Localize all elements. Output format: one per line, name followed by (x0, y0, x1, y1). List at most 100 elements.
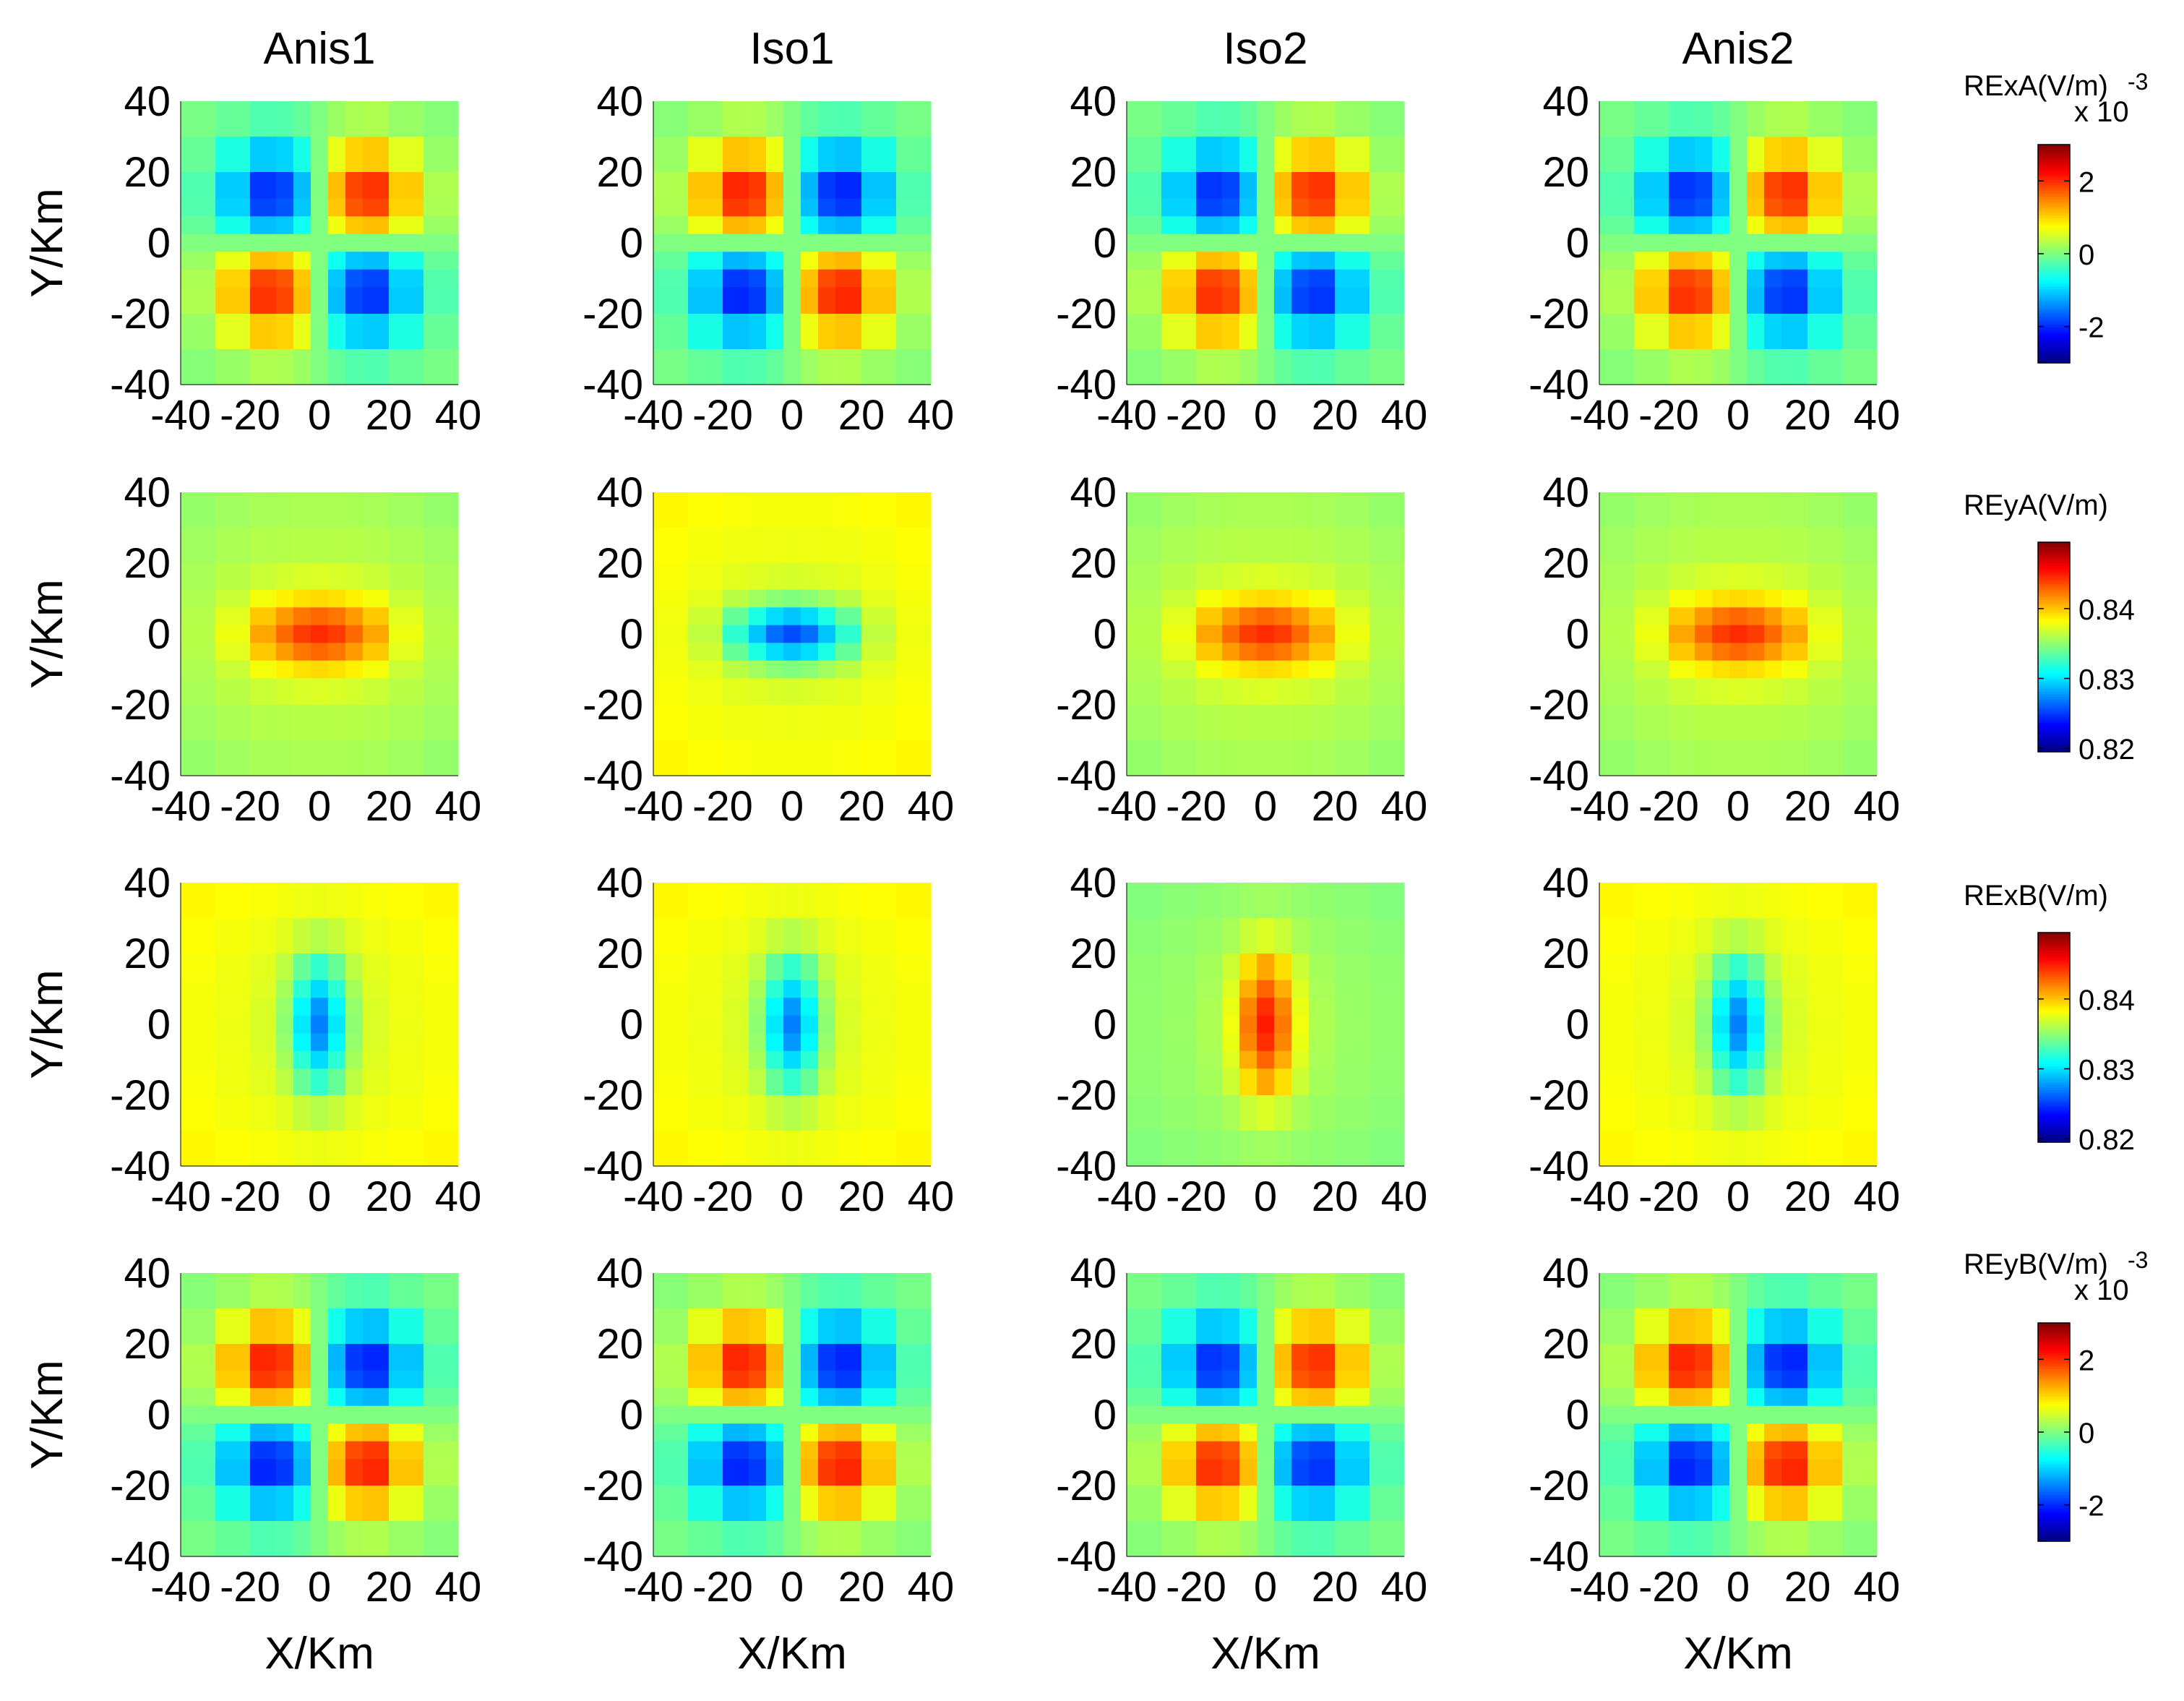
heatmap-cell (215, 980, 251, 998)
heatmap-cell (749, 269, 767, 288)
colorbar-swatch (2038, 1336, 2070, 1340)
heatmap-cell (783, 643, 801, 661)
heatmap-cell (1634, 1273, 1669, 1309)
heatmap-cell (1257, 1388, 1275, 1407)
heatmap-cell (215, 216, 251, 235)
heatmap-cell (835, 643, 862, 661)
colorbar-swatch (2038, 205, 2070, 208)
heatmap-cell (389, 1344, 424, 1371)
heatmap-cell (1370, 1308, 1405, 1345)
heatmap-cell (1274, 1308, 1292, 1345)
colorbar-swatch (2038, 1473, 2070, 1477)
colorbar-swatch (2038, 1454, 2070, 1457)
heatmap-cell (749, 1521, 767, 1557)
heatmap-cell (250, 101, 277, 137)
heatmap-cell (749, 918, 767, 954)
heatmap-cell (1669, 1033, 1695, 1052)
heatmap-cell (215, 1131, 251, 1167)
heatmap-cell (723, 1405, 749, 1424)
heatmap-cell (1764, 1459, 1782, 1486)
colorbar-swatch (2038, 1107, 2070, 1112)
heatmap-cell (1161, 1441, 1197, 1460)
heatmap-cell (1695, 1344, 1713, 1371)
heatmap-cell (1781, 172, 1808, 200)
heatmap-cell (1764, 660, 1782, 679)
heatmap-cell (1127, 740, 1162, 776)
heatmap-cell (424, 589, 459, 608)
colorbar-tick-label: 0 (2078, 239, 2094, 271)
x-tick-label: -20 (220, 783, 280, 830)
heatmap-cell (861, 883, 897, 919)
colorbar-swatch (2038, 1448, 2070, 1452)
colorbar-swatch (2038, 218, 2070, 222)
heatmap-cell (749, 1344, 767, 1371)
heatmap-cell (1370, 980, 1405, 998)
heatmap-cell (1807, 998, 1843, 1016)
heatmap-cell (1634, 589, 1669, 608)
heatmap-cell (835, 252, 862, 270)
colorbar-swatch (2038, 1042, 2070, 1046)
heatmap-cell (1196, 740, 1223, 776)
heatmap-cell (1669, 589, 1695, 608)
heatmap-cell (1842, 349, 1878, 385)
heatmap-cell (389, 607, 424, 626)
heatmap-cell (1370, 314, 1405, 350)
colorbar-swatch (2038, 998, 2070, 1001)
x-tick-label: -40 (150, 392, 211, 439)
heatmap-cell (311, 269, 329, 288)
heatmap-cell (1729, 172, 1747, 200)
colorbar-swatch (2038, 696, 2070, 700)
y-tick-label: -20 (1056, 1072, 1117, 1119)
heatmap-cell (293, 101, 311, 137)
heatmap-cell (1669, 980, 1695, 998)
heatmap-cell (389, 705, 424, 741)
heatmap-cell (723, 563, 749, 591)
colorbar-swatch (2038, 1074, 2070, 1077)
heatmap-cell (181, 883, 216, 919)
heatmap-panel-rexa-anis1 (181, 101, 459, 385)
heatmap-cell (1695, 528, 1713, 564)
colorbar-swatch (2038, 1087, 2070, 1091)
heatmap-cell (1196, 101, 1223, 137)
y-tick-label: -40 (582, 753, 643, 800)
heatmap-cell (1161, 1308, 1197, 1345)
heatmap-cell (328, 980, 346, 998)
colorbar-swatch (2038, 158, 2070, 162)
heatmap-cell (1196, 563, 1223, 591)
heatmap-cell (1669, 1405, 1695, 1424)
heatmap-cell (363, 1441, 390, 1460)
heatmap-cell (363, 589, 390, 608)
heatmap-cell (723, 589, 749, 608)
heatmap-cell (1764, 1068, 1782, 1096)
x-tick-label: -40 (150, 783, 211, 830)
heatmap-cell (1239, 660, 1257, 679)
heatmap-cell (328, 137, 346, 173)
heatmap-cell (1127, 1388, 1162, 1407)
heatmap-cell (293, 1344, 311, 1371)
heatmap-cell (818, 233, 836, 252)
heatmap-cell (723, 1308, 749, 1345)
colorbar-swatch (2038, 1076, 2070, 1080)
heatmap-cell (363, 198, 390, 217)
heatmap-cell (783, 918, 801, 954)
heatmap-cell (861, 137, 897, 173)
heatmap-cell (1291, 233, 1310, 252)
heatmap-cell (896, 1068, 932, 1096)
heatmap-cell (424, 1344, 459, 1371)
colorbar-swatch (2038, 1037, 2070, 1041)
heatmap-cell (1807, 349, 1843, 385)
heatmap-cell (1712, 1308, 1730, 1345)
heatmap-cell (766, 1441, 784, 1460)
heatmap-cell (215, 1486, 251, 1522)
heatmap-cell (1291, 660, 1310, 679)
heatmap-cell (1764, 1441, 1782, 1460)
heatmap-cell (1196, 216, 1223, 235)
heatmap-cell (1257, 980, 1275, 998)
heatmap-cell (1669, 643, 1695, 661)
heatmap-cell (328, 705, 346, 741)
heatmap-cell (215, 678, 251, 706)
heatmap-cell (1335, 1521, 1370, 1557)
colorbar-swatch (2038, 256, 2070, 260)
heatmap-cell (723, 883, 749, 919)
heatmap-cell (1729, 660, 1747, 679)
